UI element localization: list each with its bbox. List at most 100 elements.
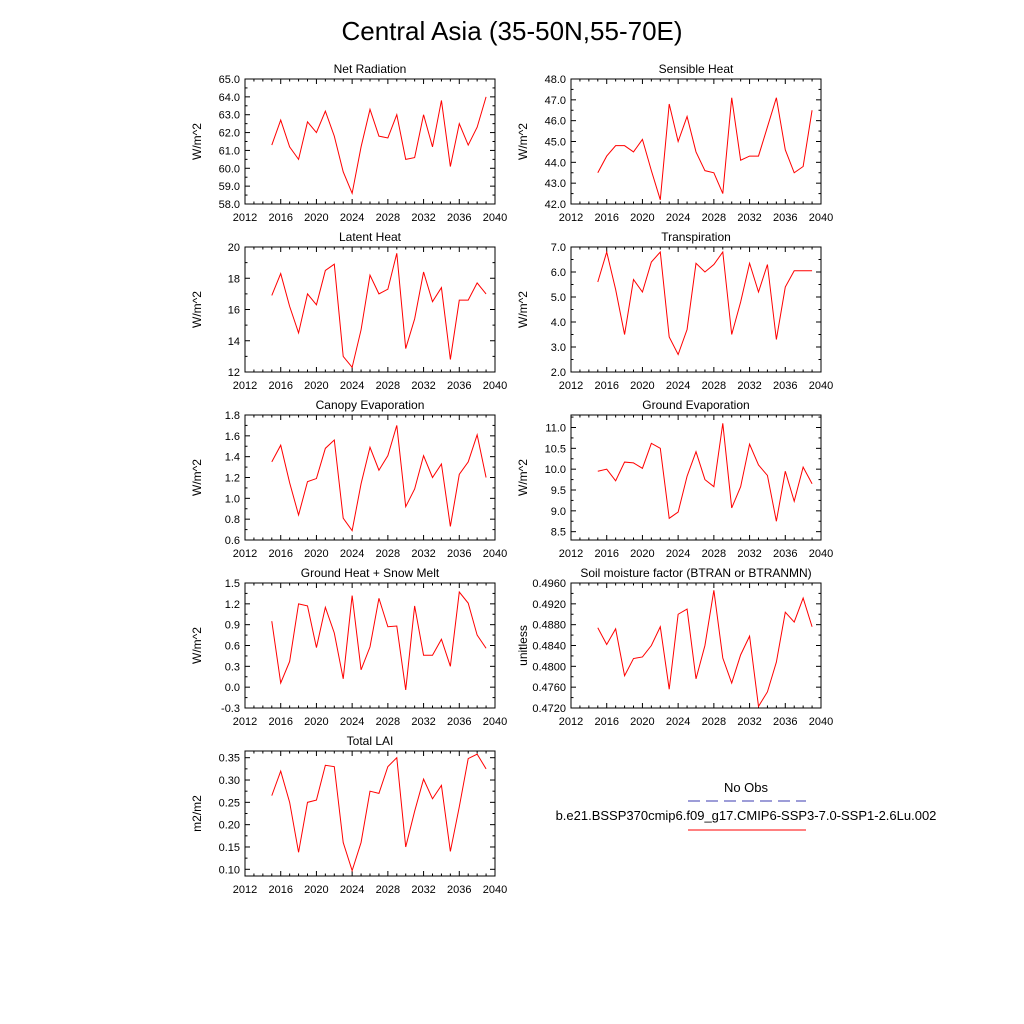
x-tick-label: 2012 bbox=[559, 548, 583, 560]
y-tick-label: 64.0 bbox=[219, 92, 240, 104]
y-tick-label: 0.4840 bbox=[532, 641, 566, 653]
y-tick-label: -0.3 bbox=[221, 703, 240, 715]
plot-frame bbox=[244, 78, 496, 205]
x-tick-label: 2012 bbox=[559, 212, 583, 224]
y-tick-label: 0.4920 bbox=[532, 599, 566, 611]
y-tick-label: 0.25 bbox=[219, 797, 240, 809]
x-tick-label: 2020 bbox=[630, 716, 654, 728]
y-axis-label: W/m^2 bbox=[516, 291, 530, 328]
x-tick-label: 2028 bbox=[376, 380, 400, 392]
y-tick-label: 1.2 bbox=[225, 473, 240, 485]
y-tick-label: 4.0 bbox=[551, 317, 566, 329]
x-tick-label: 2036 bbox=[773, 716, 797, 728]
x-tick-label: 2032 bbox=[737, 212, 761, 224]
y-tick-label: 0.15 bbox=[219, 842, 240, 854]
x-tick-label: 2012 bbox=[559, 380, 583, 392]
y-tick-label: 43.0 bbox=[545, 178, 566, 190]
figure-title: Central Asia (35-50N,55-70E) bbox=[341, 16, 682, 46]
y-tick-label: 0.9 bbox=[225, 620, 240, 632]
series-line bbox=[271, 96, 487, 196]
x-tick-label: 2036 bbox=[447, 212, 471, 224]
y-axis-label: m2/m2 bbox=[190, 795, 204, 832]
y-tick-label: 42.0 bbox=[545, 199, 566, 211]
x-tick-label: 2012 bbox=[233, 548, 257, 560]
chart-panel: Ground Evaporation W/m^2 2012 2016 2020 2024 2… bbox=[516, 398, 833, 560]
x-tick-label: 2036 bbox=[447, 884, 471, 896]
y-tick-label: 6.0 bbox=[551, 267, 566, 279]
y-tick-label: 2.0 bbox=[551, 367, 566, 379]
y-tick-label: 44.0 bbox=[545, 157, 566, 169]
y-tick-label: 0.4960 bbox=[532, 578, 566, 590]
x-tick-label: 2016 bbox=[594, 716, 618, 728]
y-axis-label: W/m^2 bbox=[190, 627, 204, 664]
x-tick-label: 2036 bbox=[447, 548, 471, 560]
panel-title: Transpiration bbox=[661, 230, 731, 244]
series-line bbox=[597, 423, 813, 522]
x-tick-label: 2016 bbox=[268, 884, 292, 896]
x-tick-label: 2040 bbox=[809, 380, 833, 392]
y-tick-label: 0.30 bbox=[219, 775, 240, 787]
x-tick-label: 2028 bbox=[376, 548, 400, 560]
y-tick-label: 0.4720 bbox=[532, 703, 566, 715]
x-tick-label: 2020 bbox=[304, 716, 328, 728]
x-tick-label: 2020 bbox=[630, 212, 654, 224]
chart-panel: Total LAI m2/m2 2012 2016 2020 2024 2028 2032 20… bbox=[190, 734, 507, 896]
y-tick-label: 65.0 bbox=[219, 74, 240, 86]
x-tick-label: 2016 bbox=[268, 716, 292, 728]
y-tick-label: 10.0 bbox=[545, 464, 566, 476]
x-tick-label: 2036 bbox=[773, 380, 797, 392]
x-tick-label: 2016 bbox=[268, 548, 292, 560]
x-tick-label: 2036 bbox=[447, 716, 471, 728]
y-tick-label: 0.35 bbox=[219, 753, 240, 765]
y-tick-label: 9.0 bbox=[551, 506, 566, 518]
x-tick-label: 2040 bbox=[483, 884, 507, 896]
y-tick-label: 14 bbox=[228, 336, 240, 348]
y-tick-label: 48.0 bbox=[545, 74, 566, 86]
series-line bbox=[271, 590, 487, 691]
y-axis-label: W/m^2 bbox=[190, 123, 204, 160]
y-tick-label: 18 bbox=[228, 273, 240, 285]
series-line bbox=[271, 425, 487, 532]
panel-title: Ground Evaporation bbox=[642, 398, 749, 412]
y-tick-label: 11.0 bbox=[545, 423, 566, 435]
x-tick-label: 2024 bbox=[340, 380, 364, 392]
panel-title: Canopy Evaporation bbox=[316, 398, 425, 412]
x-tick-label: 2024 bbox=[666, 548, 690, 560]
y-tick-label: 0.4760 bbox=[532, 682, 566, 694]
x-tick-label: 2020 bbox=[304, 548, 328, 560]
x-tick-label: 2040 bbox=[483, 380, 507, 392]
y-tick-label: 5.0 bbox=[551, 292, 566, 304]
y-tick-label: 0.6 bbox=[225, 641, 240, 653]
y-tick-label: 62.0 bbox=[219, 128, 240, 140]
panel-title: Ground Heat + Snow Melt bbox=[301, 566, 440, 580]
y-tick-label: 1.4 bbox=[225, 452, 240, 464]
chart-panel: Soil moisture factor (BTRAN or BTRANMN) u… bbox=[516, 566, 833, 728]
x-tick-label: 2020 bbox=[304, 380, 328, 392]
x-tick-label: 2024 bbox=[340, 716, 364, 728]
y-tick-label: 1.8 bbox=[225, 410, 240, 422]
x-tick-label: 2020 bbox=[630, 548, 654, 560]
x-tick-label: 2040 bbox=[809, 548, 833, 560]
x-tick-label: 2012 bbox=[233, 212, 257, 224]
x-tick-label: 2028 bbox=[702, 212, 726, 224]
plot-frame bbox=[244, 414, 496, 541]
x-tick-label: 2012 bbox=[233, 884, 257, 896]
x-tick-label: 2012 bbox=[233, 716, 257, 728]
x-tick-label: 2028 bbox=[702, 380, 726, 392]
x-tick-label: 2032 bbox=[411, 212, 435, 224]
y-tick-label: 61.0 bbox=[219, 145, 240, 157]
plot-frame bbox=[570, 582, 822, 709]
x-tick-label: 2020 bbox=[304, 884, 328, 896]
y-tick-label: 1.5 bbox=[225, 578, 240, 590]
x-tick-label: 2016 bbox=[268, 380, 292, 392]
y-tick-label: 0.4880 bbox=[532, 620, 566, 632]
y-tick-label: 59.0 bbox=[219, 181, 240, 193]
y-tick-label: 0.3 bbox=[225, 661, 240, 673]
y-tick-label: 20 bbox=[228, 242, 240, 254]
x-tick-label: 2028 bbox=[376, 884, 400, 896]
x-tick-label: 2032 bbox=[411, 548, 435, 560]
x-tick-label: 2040 bbox=[809, 212, 833, 224]
y-tick-label: 63.0 bbox=[219, 110, 240, 122]
